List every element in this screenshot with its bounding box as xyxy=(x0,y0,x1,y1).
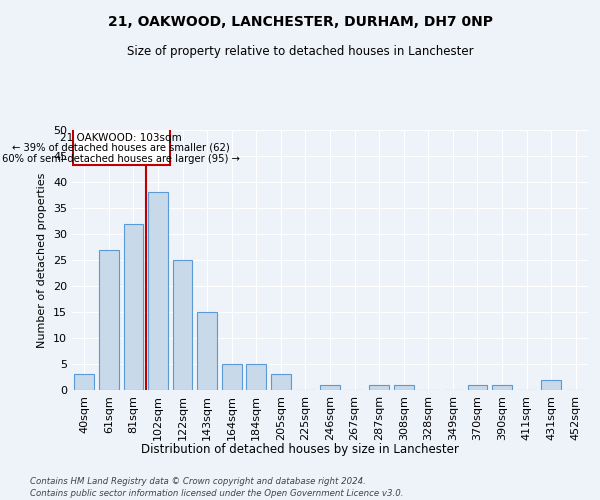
Bar xyxy=(320,385,340,390)
Bar xyxy=(148,192,168,390)
Bar xyxy=(197,312,217,390)
Bar xyxy=(124,224,143,390)
Bar xyxy=(73,128,170,166)
Bar xyxy=(173,260,193,390)
Y-axis label: Number of detached properties: Number of detached properties xyxy=(37,172,47,348)
Text: Distribution of detached houses by size in Lanchester: Distribution of detached houses by size … xyxy=(141,442,459,456)
Bar xyxy=(271,374,290,390)
Text: 21, OAKWOOD, LANCHESTER, DURHAM, DH7 0NP: 21, OAKWOOD, LANCHESTER, DURHAM, DH7 0NP xyxy=(107,15,493,29)
Bar xyxy=(467,385,487,390)
Text: Contains public sector information licensed under the Open Government Licence v3: Contains public sector information licen… xyxy=(30,489,404,498)
Bar xyxy=(394,385,413,390)
Bar xyxy=(222,364,242,390)
Bar xyxy=(74,374,94,390)
Text: Contains HM Land Registry data © Crown copyright and database right 2024.: Contains HM Land Registry data © Crown c… xyxy=(30,478,366,486)
Bar xyxy=(370,385,389,390)
Bar xyxy=(541,380,561,390)
Bar xyxy=(247,364,266,390)
Bar xyxy=(492,385,512,390)
Text: Size of property relative to detached houses in Lanchester: Size of property relative to detached ho… xyxy=(127,45,473,58)
Text: 21 OAKWOOD: 103sqm: 21 OAKWOOD: 103sqm xyxy=(60,132,182,142)
Text: 60% of semi-detached houses are larger (95) →: 60% of semi-detached houses are larger (… xyxy=(2,154,240,164)
Text: ← 39% of detached houses are smaller (62): ← 39% of detached houses are smaller (62… xyxy=(12,143,230,153)
Bar xyxy=(99,250,119,390)
